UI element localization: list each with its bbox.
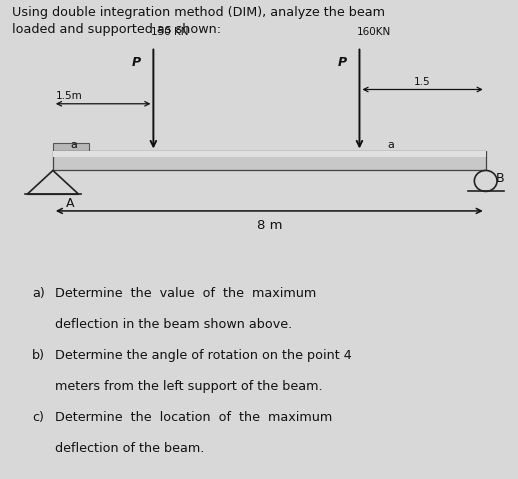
Text: P: P <box>132 56 140 69</box>
Polygon shape <box>53 151 486 157</box>
Text: a): a) <box>32 287 45 300</box>
Text: a: a <box>70 140 77 150</box>
Text: Determine  the  value  of  the  maximum: Determine the value of the maximum <box>55 287 316 300</box>
Text: a: a <box>387 140 394 150</box>
Text: c): c) <box>32 411 44 424</box>
Text: Determine the angle of rotation on the point 4: Determine the angle of rotation on the p… <box>55 349 352 362</box>
Text: deflection in the beam shown above.: deflection in the beam shown above. <box>55 318 293 331</box>
Text: P: P <box>337 56 347 69</box>
Text: 1.5m: 1.5m <box>55 91 82 102</box>
Text: meters from the left support of the beam.: meters from the left support of the beam… <box>55 380 323 393</box>
Text: 8 m: 8 m <box>256 219 282 232</box>
Polygon shape <box>53 151 486 171</box>
Text: 1.5: 1.5 <box>414 77 431 87</box>
Text: b): b) <box>32 349 45 362</box>
Text: Determine  the  location  of  the  maximum: Determine the location of the maximum <box>55 411 333 424</box>
Text: B: B <box>496 172 505 185</box>
Text: loaded and supported as shown:: loaded and supported as shown: <box>12 23 221 36</box>
Text: Using double integration method (DIM), analyze the beam: Using double integration method (DIM), a… <box>12 6 385 19</box>
Text: deflection of the beam.: deflection of the beam. <box>55 442 205 455</box>
Text: 150 KN: 150 KN <box>151 27 189 37</box>
Text: A: A <box>66 197 74 210</box>
Polygon shape <box>53 143 89 151</box>
Text: 160KN: 160KN <box>357 27 391 37</box>
